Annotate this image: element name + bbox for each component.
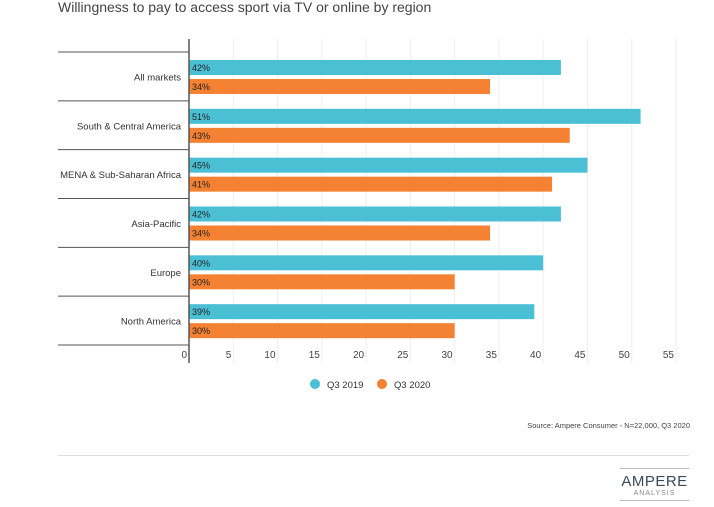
- category-label: South & Central America: [77, 121, 182, 132]
- bar-q3-2020: [189, 79, 491, 94]
- logo-line2: ANALYSIS: [633, 490, 676, 497]
- bar-q3-2020: [189, 176, 553, 192]
- bar-q3-2019: [189, 206, 561, 222]
- category-label: MENA & Sub-Saharan Africa: [60, 170, 182, 181]
- data-label: 43%: [192, 131, 210, 141]
- x-tick-label: 5: [226, 350, 232, 361]
- x-tick-label: 10: [264, 350, 276, 361]
- bar-q3-2019: [189, 60, 561, 75]
- x-tick-label: 0: [181, 350, 187, 361]
- legend-label: Q3 2019: [327, 380, 363, 391]
- legend-marker: [377, 379, 387, 389]
- data-label: 34%: [192, 82, 210, 92]
- x-tick-label: 45: [574, 350, 586, 361]
- category-label: All markets: [134, 72, 181, 83]
- category-label: Europe: [150, 268, 181, 279]
- bar-q3-2020: [189, 323, 455, 339]
- data-label: 42%: [192, 63, 210, 73]
- data-label: 39%: [192, 307, 210, 317]
- category-label: Asia-Pacific: [131, 219, 181, 230]
- bar-q3-2020: [189, 127, 570, 143]
- bar-q3-2019: [189, 255, 544, 271]
- x-tick-label: 40: [530, 350, 542, 361]
- data-label: 42%: [192, 210, 210, 220]
- bar-q3-2019: [189, 157, 588, 173]
- x-tick-label: 20: [353, 350, 365, 361]
- x-tick-label: 50: [619, 350, 631, 361]
- x-tick-label: 15: [309, 350, 321, 361]
- data-label: 34%: [192, 229, 210, 239]
- data-label: 45%: [192, 161, 210, 171]
- x-tick-label: 25: [397, 350, 409, 361]
- legend-label: Q3 2020: [394, 380, 430, 391]
- bar-q3-2020: [189, 225, 491, 241]
- data-label: 30%: [192, 326, 210, 336]
- data-label: 41%: [192, 180, 210, 190]
- data-label: 30%: [192, 277, 210, 287]
- x-tick-label: 30: [442, 350, 454, 361]
- legend-marker: [310, 379, 320, 389]
- data-label: 51%: [192, 112, 210, 122]
- bar-q3-2019: [189, 304, 535, 320]
- bar-q3-2020: [189, 274, 455, 290]
- ampere-logo: AMPERE ANALYSIS: [620, 468, 689, 501]
- category-label: North America: [121, 317, 182, 328]
- bar-q3-2019: [189, 108, 641, 124]
- chart-title: Willingness to pay to access sport via T…: [58, 0, 432, 15]
- x-tick-label: 55: [663, 350, 675, 361]
- divider: [58, 455, 689, 456]
- logo-line1: AMPERE: [621, 473, 688, 490]
- x-tick-label: 35: [486, 350, 498, 361]
- data-label: 40%: [192, 258, 210, 268]
- bar-chart: 0 5 10 15 20 25 30 35 40 45 50 55 All markets 42% 34% S…: [58, 39, 677, 391]
- source-note: Source: Ampere Consumer - N=22,000, Q3 2…: [527, 421, 690, 430]
